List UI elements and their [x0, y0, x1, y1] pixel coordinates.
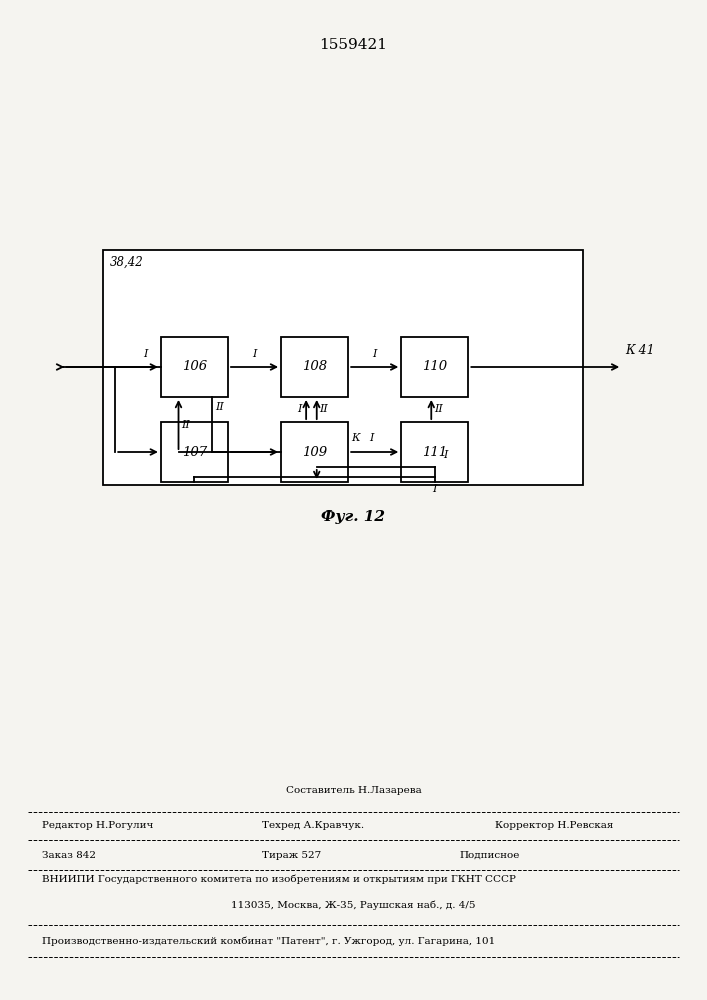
Bar: [401, 337, 468, 397]
Text: 113035, Москва, Ж-35, Раушская наб., д. 4/5: 113035, Москва, Ж-35, Раушская наб., д. …: [231, 901, 476, 910]
Text: К 41: К 41: [626, 344, 655, 357]
Text: ВНИИПИ Государственного комитета по изобретениям и открытиям при ГКНТ СССР: ВНИИПИ Государственного комитета по изоб…: [42, 874, 516, 884]
Text: I: I: [443, 450, 448, 460]
Text: Заказ 842: Заказ 842: [42, 850, 96, 859]
Text: I: I: [252, 349, 257, 359]
Bar: [281, 337, 348, 397]
Bar: [281, 422, 348, 482]
Text: 109: 109: [302, 446, 327, 458]
Text: 110: 110: [422, 360, 448, 373]
Bar: [161, 337, 228, 397]
Text: I: I: [143, 349, 148, 359]
Text: Подписное: Подписное: [460, 850, 520, 859]
Text: Корректор Н.Ревская: Корректор Н.Ревская: [495, 822, 613, 830]
Text: 111: 111: [422, 446, 448, 458]
Text: 108: 108: [302, 360, 327, 373]
Text: Тираж 527: Тираж 527: [262, 850, 321, 859]
Text: I: I: [297, 404, 301, 414]
Text: II: II: [434, 404, 443, 414]
Text: I: I: [373, 349, 377, 359]
Text: Редактор Н.Рогулич: Редактор Н.Рогулич: [42, 822, 154, 830]
Text: II: II: [215, 402, 223, 412]
Text: 38,42: 38,42: [110, 256, 144, 269]
Text: Составитель Н.Лазарева: Составитель Н.Лазарева: [286, 786, 421, 795]
Text: II: II: [319, 404, 327, 414]
Text: Фуг. 12: Фуг. 12: [322, 510, 385, 524]
Text: 107: 107: [182, 446, 207, 458]
Text: К: К: [351, 433, 360, 443]
Bar: [401, 422, 468, 482]
Text: 106: 106: [182, 360, 207, 373]
Text: Производственно-издательский комбинат "Патент", г. Ужгород, ул. Гагарина, 101: Производственно-издательский комбинат "П…: [42, 936, 496, 946]
Text: 1559421: 1559421: [320, 38, 387, 52]
Bar: [103, 250, 583, 485]
Bar: [161, 422, 228, 482]
Text: II: II: [181, 420, 190, 430]
Text: Техред А.Кравчук.: Техред А.Кравчук.: [262, 822, 363, 830]
Text: I: I: [369, 433, 374, 443]
Text: I: I: [433, 484, 437, 494]
